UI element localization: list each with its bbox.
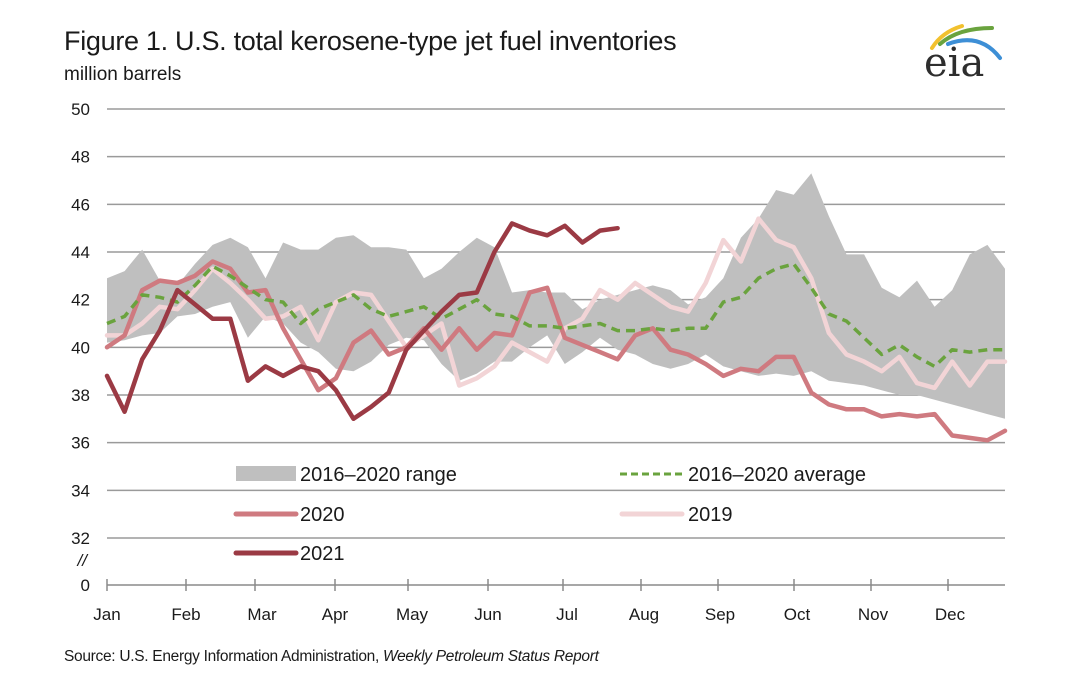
y-tick-label-38: 38 — [71, 386, 90, 405]
legend: 2016–2020 range 2016–2020 average 2020 2019… — [233, 464, 866, 565]
legend-2016-2020-range-label: 2016–2020 range — [300, 464, 457, 486]
y-tick-label-32: 32 — [71, 529, 90, 548]
x-tick-label-feb: Feb — [171, 605, 200, 624]
x-tick-label-jan: Jan — [93, 605, 120, 624]
x-tick-label-jul: Jul — [556, 605, 578, 624]
y-axis-break-mark: // — [77, 551, 90, 570]
y-tick-label-50: 50 — [71, 100, 90, 119]
x-tick-label-apr: Apr — [322, 605, 349, 624]
series-line-2016-2020-average — [106, 262, 1005, 369]
logo-arc-yellow — [930, 24, 964, 50]
source-report-title: Weekly Petroleum Status Report — [383, 648, 599, 665]
series-line-2021 — [104, 221, 620, 422]
x-tick-label-jun: Jun — [474, 605, 501, 624]
legend-2016-2020-average-label: 2016–2020 average — [688, 464, 866, 486]
series-line-2020 — [104, 259, 1008, 443]
y-tick-label-40: 40 — [71, 338, 90, 357]
source-prefix: Source: U.S. Energy Information Administ… — [64, 648, 379, 665]
y-tick-label-46: 46 — [71, 195, 90, 214]
legend-2016-2020-range-swatch — [236, 466, 296, 481]
source-note: Source: U.S. Energy Information Administ… — [64, 648, 599, 666]
series-line-2019 — [104, 216, 1008, 391]
logo-arc-green — [938, 26, 994, 46]
x-tick-label-sep: Sep — [705, 605, 735, 624]
series-layer — [104, 216, 1008, 443]
y-tick-label-44: 44 — [71, 243, 90, 262]
legend-2019-label: 2019 — [688, 504, 733, 526]
x-tick-label-dec: Dec — [935, 605, 966, 624]
axes: 50 48 46 44 42 40 38 36 34 32 0 // Jan Feb Mar Apr May Ju… — [71, 100, 1005, 624]
chart-title: Figure 1. U.S. total kerosene-type jet f… — [64, 26, 677, 56]
y-tick-label-36: 36 — [71, 434, 90, 453]
x-tick-label-aug: Aug — [629, 605, 659, 624]
eia-logo-icon: eia — [924, 24, 1002, 84]
y-tick-label-0: 0 — [81, 576, 90, 595]
y-tick-label-48: 48 — [71, 148, 90, 167]
x-tick-label-may: May — [396, 605, 429, 624]
x-tick-label-nov: Nov — [858, 605, 889, 624]
y-tick-label-42: 42 — [71, 291, 90, 310]
x-tick-label-mar: Mar — [247, 605, 277, 624]
x-tick-label-oct: Oct — [784, 605, 811, 624]
y-tick-label-34: 34 — [71, 481, 90, 500]
y-axis-unit-label: million barrels — [64, 64, 182, 85]
logo-text: eia — [924, 40, 984, 84]
legend-2020-label: 2020 — [300, 504, 345, 526]
legend-2021-label: 2021 — [300, 543, 345, 565]
logo-arc-blue — [946, 38, 1002, 60]
